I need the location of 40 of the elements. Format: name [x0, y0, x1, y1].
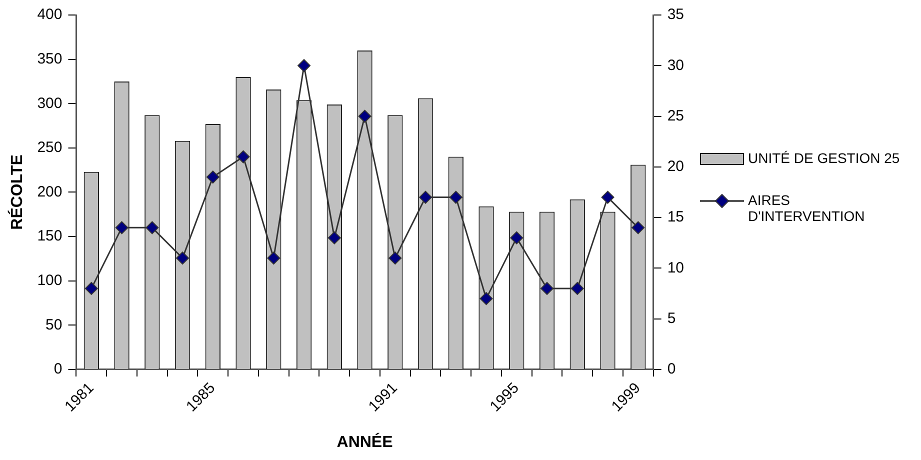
y-tick-label: 300 [37, 94, 62, 112]
point [146, 221, 159, 234]
y-tick-label: 350 [37, 50, 62, 68]
legend-label: AIRES D'INTERVENTION [748, 192, 866, 224]
y2-tick-label: 10 [667, 259, 684, 276]
y-tick-label: 200 [37, 183, 62, 200]
y2-tick-label: 5 [667, 310, 676, 327]
y2-tick-label: 15 [667, 208, 684, 226]
point [206, 170, 220, 184]
legend-label: UNITÉ DE GESTION 25 [748, 150, 900, 166]
y-tick-label: 400 [37, 6, 62, 24]
point [449, 190, 462, 204]
y-tick-label: 100 [37, 272, 62, 289]
point [419, 190, 432, 204]
point [298, 59, 311, 72]
y2-tick-label: 30 [667, 56, 684, 74]
y2-tick-label: 0 [667, 360, 676, 378]
y-tick-label: 150 [37, 228, 62, 245]
y-tick-label: 50 [46, 316, 62, 334]
point [540, 282, 554, 295]
y-tick-label: 250 [37, 139, 62, 156]
point [480, 292, 493, 306]
y2-tick-label: 20 [667, 158, 684, 176]
y-tick-label: 0 [54, 360, 62, 378]
point [115, 221, 128, 234]
point [84, 282, 98, 295]
point [510, 231, 524, 244]
y2-tick-label: 25 [667, 107, 684, 124]
x-axis-title: ANNÉE [336, 432, 394, 451]
point [176, 252, 190, 265]
point [570, 282, 584, 295]
point [328, 231, 341, 244]
point [267, 252, 280, 265]
y2-tick-label: 35 [667, 6, 684, 24]
point [632, 221, 645, 234]
point [236, 150, 250, 164]
point [601, 190, 614, 204]
y-axis-title: RÉCOLTE [7, 154, 26, 230]
point [358, 110, 372, 123]
point [388, 252, 402, 265]
